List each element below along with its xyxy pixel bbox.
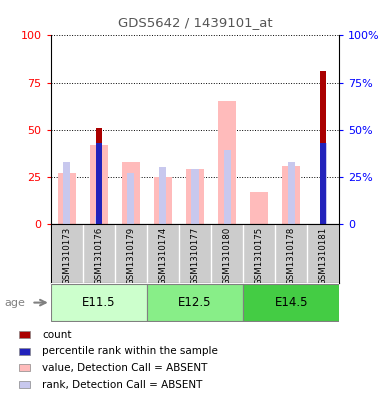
- Text: GSM1310180: GSM1310180: [223, 227, 232, 285]
- Text: E12.5: E12.5: [178, 296, 212, 309]
- Text: GDS5642 / 1439101_at: GDS5642 / 1439101_at: [118, 16, 272, 29]
- Text: percentile rank within the sample: percentile rank within the sample: [42, 346, 218, 356]
- Bar: [160, 167, 167, 224]
- Text: GSM1310173: GSM1310173: [62, 227, 71, 285]
- Text: GSM1310181: GSM1310181: [319, 227, 328, 285]
- Bar: [250, 192, 268, 224]
- Text: GSM1310174: GSM1310174: [158, 227, 167, 285]
- Bar: [128, 173, 135, 224]
- Bar: [96, 143, 102, 224]
- Text: count: count: [42, 330, 72, 340]
- Bar: [218, 101, 236, 224]
- Bar: [320, 143, 327, 224]
- Bar: [243, 284, 339, 321]
- Text: value, Detection Call = ABSENT: value, Detection Call = ABSENT: [42, 363, 207, 373]
- Bar: [19, 331, 30, 338]
- Bar: [95, 217, 102, 224]
- Bar: [63, 162, 70, 224]
- Bar: [282, 165, 300, 224]
- Text: GSM1310175: GSM1310175: [255, 227, 264, 285]
- Bar: [223, 151, 230, 224]
- Bar: [19, 348, 30, 355]
- Text: GSM1310178: GSM1310178: [287, 227, 296, 285]
- Bar: [320, 71, 326, 224]
- Bar: [154, 177, 172, 224]
- Text: GSM1310176: GSM1310176: [94, 227, 103, 285]
- Bar: [51, 284, 147, 321]
- Bar: [19, 381, 30, 388]
- Text: age: age: [4, 298, 25, 308]
- Bar: [58, 173, 76, 224]
- Bar: [186, 169, 204, 224]
- Bar: [96, 128, 102, 224]
- Text: rank, Detection Call = ABSENT: rank, Detection Call = ABSENT: [42, 380, 202, 389]
- Text: GSM1310177: GSM1310177: [190, 227, 200, 285]
- Bar: [320, 143, 326, 224]
- Text: GSM1310179: GSM1310179: [126, 227, 135, 285]
- Text: E11.5: E11.5: [82, 296, 115, 309]
- Bar: [288, 162, 295, 224]
- Bar: [147, 284, 243, 321]
- Bar: [90, 145, 108, 224]
- Bar: [19, 364, 30, 371]
- Bar: [191, 169, 199, 224]
- Bar: [122, 162, 140, 224]
- Text: E14.5: E14.5: [275, 296, 308, 309]
